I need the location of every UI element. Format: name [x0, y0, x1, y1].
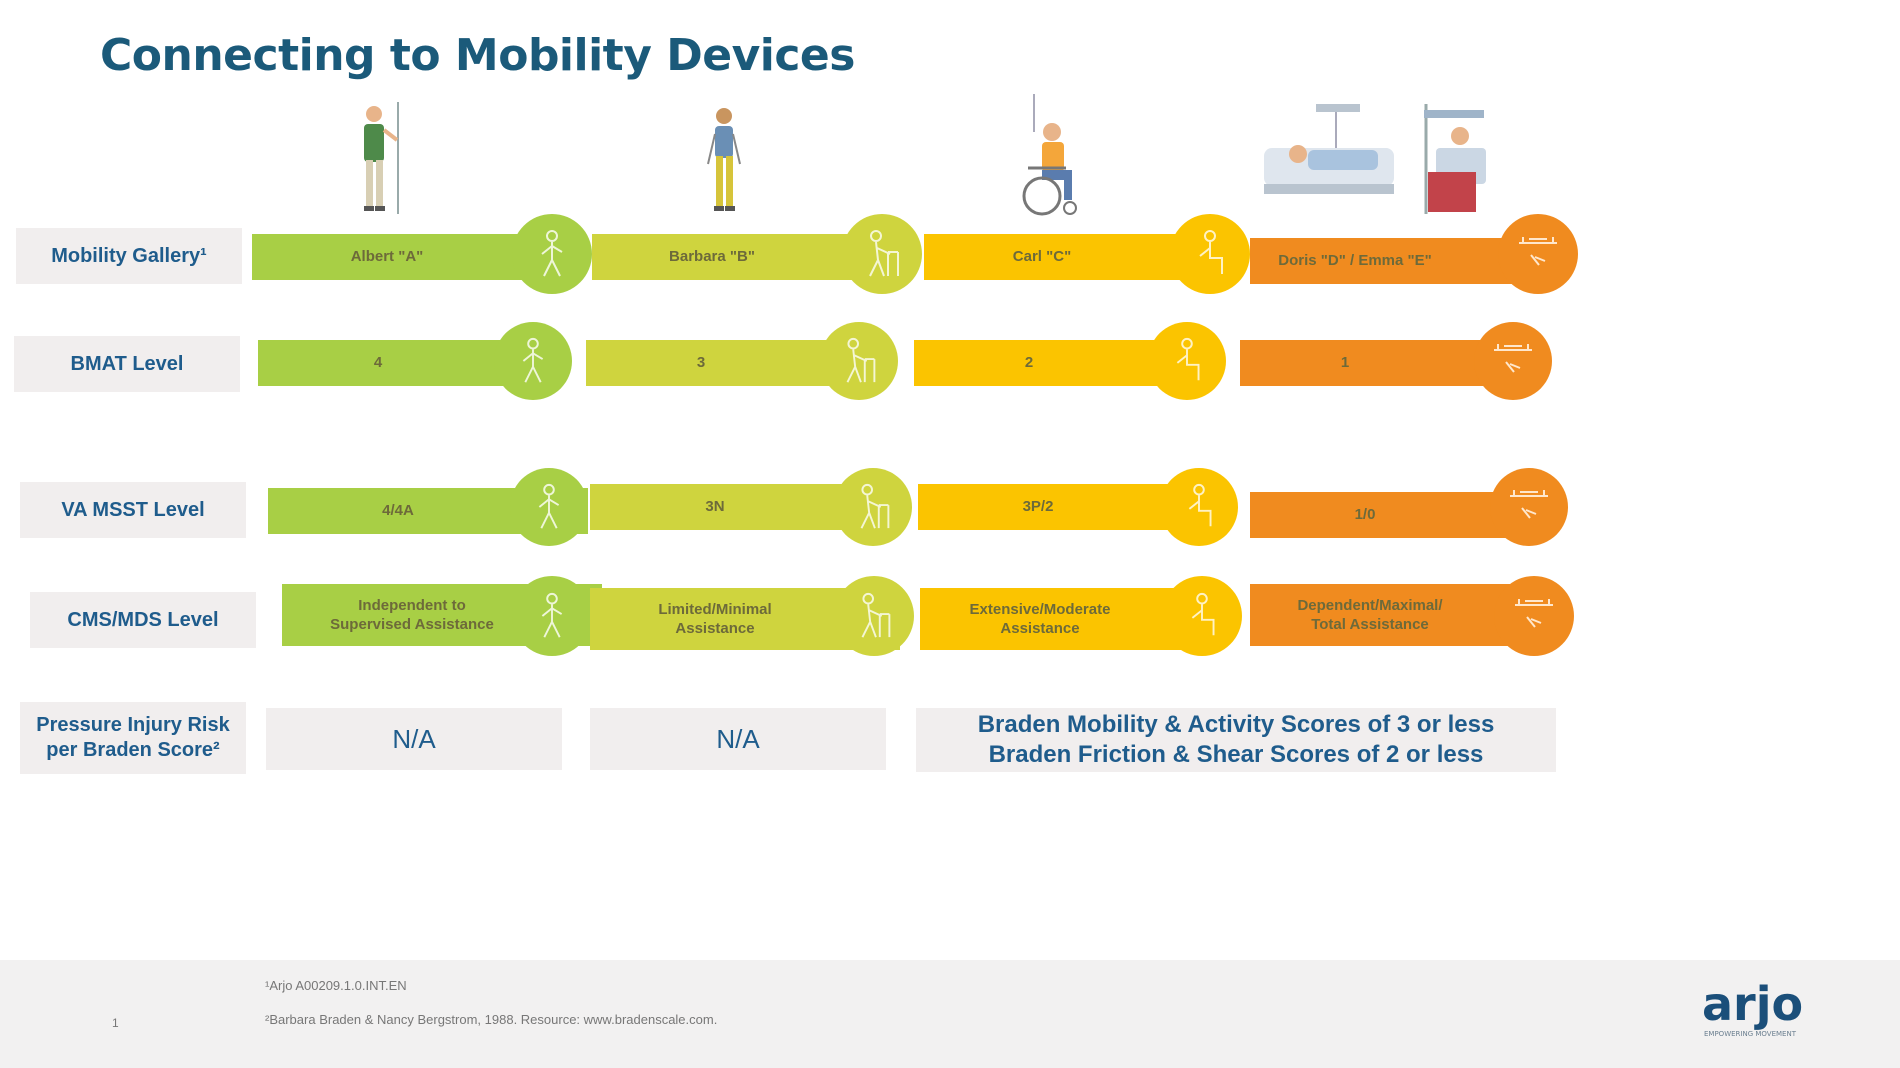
doris-emma-figure-illustration — [1264, 104, 1486, 214]
page-title: Connecting to Mobility Devices — [100, 30, 855, 81]
bed-lift-icon — [1498, 214, 1578, 294]
va-msst-value-c: 3P/2 — [1022, 498, 1054, 516]
mobility-gallery-bar-d: Doris "D" / Emma "E" — [1250, 238, 1520, 284]
mobility-gallery-value-c: Carl "C" — [1012, 248, 1072, 266]
row-label-cms-mds-level: CMS/MDS Level — [30, 592, 256, 648]
mobility-gallery-value-a: Albert "A" — [350, 248, 424, 266]
row-label-va-msst-level: VA MSST Level — [20, 482, 246, 538]
walking-person-icon — [494, 322, 572, 400]
cms-mds-value-c-line-2: Assistance — [1000, 620, 1080, 637]
pressure-label-line-1: Pressure Injury Risk — [36, 714, 230, 736]
bmat-bar-d: 1 — [1240, 340, 1510, 386]
bmat-value-c: 2 — [1024, 354, 1034, 372]
carl-figure-illustration — [1022, 94, 1077, 216]
cms-mds-value-d-line-1: Dependent/Maximal/ — [1297, 596, 1443, 614]
footnote-2: ²Barbara Braden & Nancy Bergstrom, 1988.… — [265, 1012, 718, 1027]
bmat-value-d: 1 — [1340, 354, 1350, 372]
pressure-risk-na-b: N/A — [590, 708, 886, 770]
walking-person-icon — [510, 468, 588, 546]
va-msst-value-d: 1/0 — [1354, 506, 1376, 524]
cms-mds-value-d-line-2: Total Assistance — [1311, 616, 1429, 633]
sitting-person-icon — [1162, 576, 1242, 656]
cms-mds-value-a-line-1: Independent to — [358, 596, 466, 614]
sitting-person-icon — [1160, 468, 1238, 546]
barbara-figure-illustration — [707, 108, 741, 211]
cms-mds-value-a-line-2: Supervised Assistance — [330, 616, 494, 633]
mobility-gallery-value-d: Doris "D" / Emma "E" — [1278, 252, 1432, 270]
pressure-risk-na-a: N/A — [266, 708, 562, 770]
sitting-person-icon — [1148, 322, 1226, 400]
walking-person-icon — [512, 576, 592, 656]
bmat-value-b: 3 — [696, 354, 706, 372]
walker-person-icon — [820, 322, 898, 400]
albert-figure-illustration — [364, 102, 399, 214]
bmat-value-a: 4 — [373, 354, 383, 372]
row-label-bmat-level: BMAT Level — [14, 336, 240, 392]
cms-mds-value-c-line-1: Extensive/Moderate — [969, 600, 1111, 618]
braden-criteria-line-2: Braden Friction & Shear Scores of 2 or l… — [988, 741, 1484, 768]
logo-wordmark: arjo — [1702, 978, 1803, 1031]
mobility-gallery-value-b: Barbara "B" — [669, 248, 755, 266]
logo-tagline: EMPOWERING MOVEMENT — [1704, 1030, 1797, 1038]
walker-person-icon — [834, 576, 914, 656]
page-number: 1 — [112, 1016, 119, 1030]
walker-person-icon — [834, 468, 912, 546]
cms-mds-value-b-line-1: Limited/Minimal — [658, 600, 772, 618]
bed-lift-icon — [1494, 576, 1574, 656]
bed-lift-icon — [1474, 322, 1552, 400]
braden-criteria-line-1: Braden Mobility & Activity Scores of 3 o… — [977, 711, 1495, 738]
row-label-mobility-gallery: Mobility Gallery¹ — [16, 228, 242, 284]
footer: 1 ¹Arjo A00209.1.0.INT.EN ²Barbara Brade… — [0, 960, 1900, 1068]
cms-mds-value-b-line-2: Assistance — [675, 620, 755, 637]
pressure-risk-braden-criteria: Braden Mobility & Activity Scores of 3 o… — [916, 708, 1556, 772]
va-msst-value-b: 3N — [705, 498, 725, 516]
walker-person-icon — [842, 214, 922, 294]
sitting-person-icon — [1170, 214, 1250, 294]
walking-person-icon — [512, 214, 592, 294]
va-msst-value-a: 4/4A — [382, 502, 414, 520]
arjo-logo: arjo EMPOWERING MOVEMENT — [1702, 978, 1803, 1038]
pressure-label-line-2: per Braden Score² — [46, 739, 220, 761]
row-label-pressure-injury-risk: Pressure Injury Risk per Braden Score² — [20, 702, 246, 774]
bed-lift-icon — [1490, 468, 1568, 546]
footnote-1: ¹Arjo A00209.1.0.INT.EN — [265, 978, 407, 993]
